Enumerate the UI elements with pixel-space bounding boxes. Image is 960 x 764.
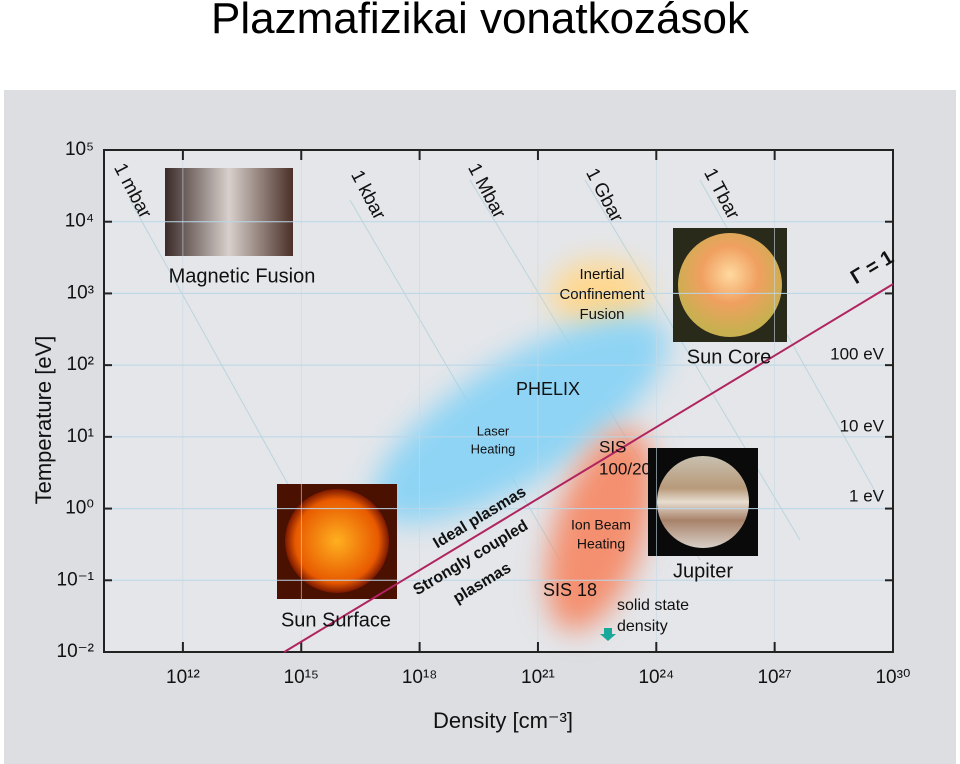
region-label: Sun Surface — [281, 609, 391, 631]
x-tick-label: 10²¹ — [521, 667, 555, 688]
icf-region — [550, 260, 650, 330]
energy-label: 10 eV — [840, 416, 885, 435]
y-tick-label: 10⁰ — [65, 498, 94, 519]
slide-title: Plazmafizikai vonatkozások — [210, 0, 749, 43]
y-tick-label: 10³ — [67, 282, 94, 303]
x-tick-label: 10³⁰ — [875, 667, 910, 688]
sun-surface-image — [285, 489, 389, 593]
y-tick-label: 10⁻¹ — [57, 569, 95, 590]
x-tick-label: 10²⁷ — [757, 667, 791, 688]
region-label: SIS 18 — [543, 580, 597, 600]
y-axis-title: Temperature [eV] — [31, 336, 56, 505]
region-label: Confinement — [559, 286, 645, 303]
region-label: density — [617, 618, 668, 635]
region-label: Ion Beam — [571, 517, 631, 533]
y-tick-label: 10⁻² — [57, 641, 95, 662]
energy-label: 100 eV — [830, 344, 885, 363]
region-label: PHELIX — [516, 379, 580, 399]
region-label: Heating — [577, 536, 625, 552]
x-tick-label: 10¹⁸ — [402, 667, 437, 688]
x-tick-label: 10¹⁵ — [284, 667, 319, 688]
region-label: 100/20 — [599, 459, 651, 478]
region-label: SIS — [599, 437, 626, 456]
magnetic-fusion-image — [165, 168, 293, 256]
energy-label: 1 eV — [849, 486, 885, 505]
region-label: Fusion — [579, 306, 624, 323]
region-label: Sun Core — [687, 346, 772, 368]
x-axis-title: Density [cm⁻³] — [433, 708, 573, 733]
y-tick-label: 10⁴ — [65, 211, 94, 232]
y-tick-label: 10⁵ — [65, 139, 94, 160]
region-label: Magnetic Fusion — [169, 265, 316, 287]
laser-region — [372, 316, 668, 524]
series-line — [283, 283, 894, 653]
y-tick-label: 10² — [67, 354, 94, 375]
jupiter-image — [657, 456, 749, 548]
region-label: Laser — [477, 423, 510, 438]
y-tick-label: 10¹ — [67, 426, 94, 447]
x-tick-label: 10¹² — [166, 667, 200, 688]
solid-density-arrow — [600, 628, 616, 641]
region-label: Heating — [471, 441, 516, 456]
region-label: Jupiter — [673, 560, 733, 582]
region-label: solid state — [617, 597, 689, 614]
region-label: Inertial — [579, 266, 624, 283]
sun-core-image — [678, 233, 782, 337]
plot-frame — [103, 149, 894, 653]
x-tick-label: 10²⁴ — [638, 667, 674, 688]
